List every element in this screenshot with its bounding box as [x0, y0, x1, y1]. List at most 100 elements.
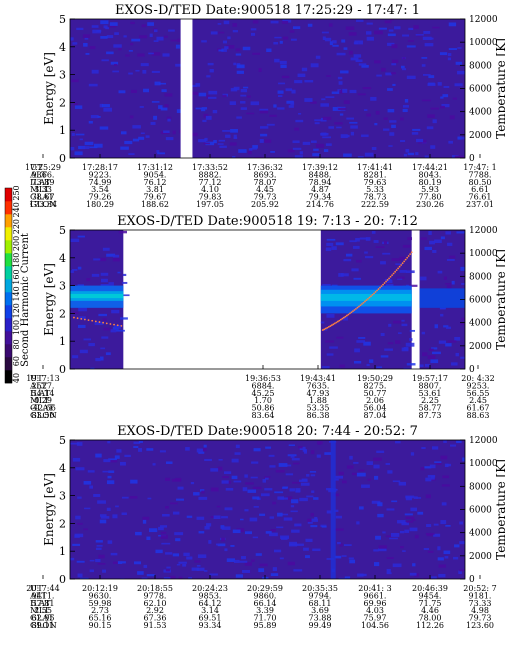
- noise-cell: [406, 75, 416, 80]
- noise-cell: [223, 471, 232, 474]
- noise-cell: [426, 126, 434, 130]
- noise-cell: [72, 543, 81, 546]
- noise-cell: [239, 518, 244, 521]
- noise-cell: [224, 507, 233, 511]
- noise-cell: [442, 475, 450, 479]
- table-cell: 9366.: [32, 170, 55, 179]
- y2-tick-label: 2000: [469, 552, 492, 562]
- noise-cell: [305, 555, 310, 559]
- noise-cell: [91, 273, 100, 277]
- colorbar-tick-label: 220: [12, 219, 21, 234]
- noise-cell: [447, 242, 453, 246]
- noise-cell: [295, 543, 304, 546]
- table-cell: 59.98: [89, 599, 112, 608]
- noise-cell: [339, 113, 344, 116]
- noise-cell: [399, 270, 407, 273]
- noise-cell: [388, 29, 394, 32]
- noise-cell: [385, 283, 394, 286]
- noise-cell: [259, 110, 269, 114]
- noise-cell: [440, 236, 445, 240]
- y2-axis-label: Temperature [K]: [494, 38, 505, 139]
- colorbar-segment: [5, 214, 12, 228]
- noise-cell: [230, 544, 235, 547]
- noise-cell: [437, 546, 441, 551]
- noise-cell: [427, 550, 434, 553]
- noise-cell: [374, 123, 378, 126]
- noise-cell: [335, 475, 344, 479]
- table-cell: 8488.: [309, 170, 332, 179]
- noise-cell: [140, 132, 145, 135]
- temperature-point: [346, 314, 348, 317]
- noise-cell: [74, 105, 83, 109]
- noise-cell: [278, 82, 286, 85]
- table-cell: 2.45: [469, 396, 487, 405]
- table-cell: 20:35:35: [302, 584, 338, 593]
- table-row-label: ILAT: [30, 178, 51, 188]
- noise-cell: [233, 134, 237, 138]
- noise-cell: [287, 149, 295, 153]
- noise-cell: [151, 52, 161, 56]
- noise-cell: [153, 29, 158, 33]
- table-cell: 69.51: [199, 614, 222, 623]
- y2-tick-label: 10000: [469, 459, 498, 469]
- noise-cell: [273, 549, 282, 553]
- noise-cell: [275, 470, 285, 473]
- noise-cell: [314, 516, 318, 520]
- noise-cell: [160, 525, 168, 528]
- noise-cell: [415, 152, 419, 156]
- noise-cell: [304, 98, 313, 102]
- noise-cell: [115, 505, 119, 508]
- noise-cell: [421, 99, 431, 102]
- noise-cell: [111, 309, 120, 314]
- noise-cell: [412, 128, 421, 131]
- noise-cell: [108, 470, 115, 473]
- noise-cell: [258, 68, 262, 72]
- noise-cell: [454, 336, 461, 341]
- table-cell: 3.54: [91, 185, 109, 194]
- noise-cell: [255, 553, 262, 556]
- noise-cell: [335, 515, 343, 519]
- table-cell: 68.11: [309, 599, 332, 608]
- temperature-point: [389, 275, 392, 278]
- noise-cell: [365, 237, 371, 241]
- noise-cell: [77, 235, 85, 238]
- noise-cell: [269, 532, 278, 537]
- table-row-label: UT: [30, 584, 43, 594]
- colorbar-segment: [5, 227, 12, 241]
- plot-area: [70, 19, 465, 158]
- noise-cell: [70, 146, 75, 151]
- noise-cell: [338, 108, 347, 110]
- noise-cell: [326, 75, 331, 77]
- noise-cell: [427, 355, 436, 360]
- noise-cell: [244, 509, 249, 512]
- noise-cell: [438, 340, 447, 344]
- noise-cell: [460, 136, 465, 140]
- noise-cell: [430, 576, 437, 579]
- table-cell: 71.70: [254, 614, 277, 623]
- noise-cell: [79, 577, 89, 579]
- noise-cell: [77, 284, 84, 287]
- noise-cell: [250, 32, 256, 36]
- noise-cell: [106, 51, 114, 55]
- noise-cell: [221, 48, 227, 52]
- noise-cell: [348, 557, 354, 560]
- noise-cell: [298, 479, 308, 482]
- panel-title: EXOS-D/TED Date:900518 20: 7:44 - 20:52:…: [117, 424, 418, 439]
- table-cell: 112.26: [416, 621, 444, 630]
- noise-cell: [103, 107, 113, 112]
- noise-cell: [383, 117, 388, 120]
- table-cell: 76.61: [469, 193, 492, 202]
- noise-cell: [269, 516, 275, 519]
- noise-cell: [290, 38, 297, 41]
- noise-cell: [124, 454, 131, 457]
- noise-cell: [165, 477, 171, 481]
- noise-cell: [349, 559, 356, 564]
- table-cell: 20:52: 7: [463, 584, 496, 593]
- noise-cell: [235, 48, 241, 52]
- table-cell: 6.61: [471, 185, 489, 194]
- noise-cell: [138, 448, 143, 452]
- noise-cell: [326, 353, 334, 356]
